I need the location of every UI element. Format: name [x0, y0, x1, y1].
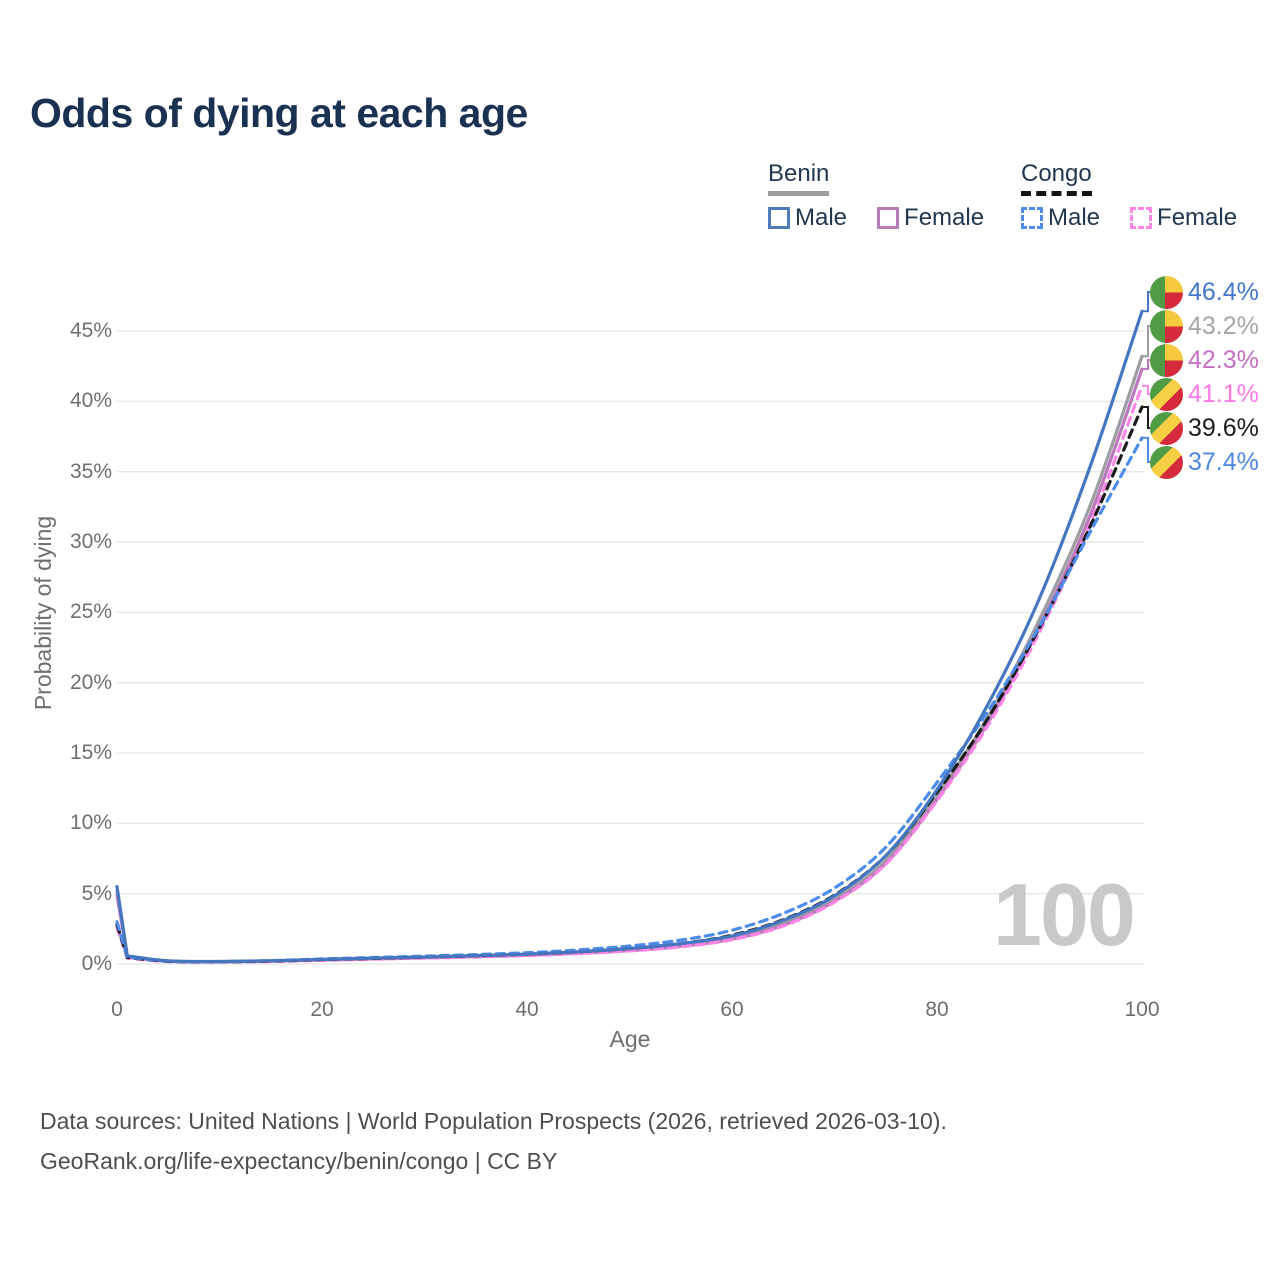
benin-male-swatch-icon: [768, 207, 790, 229]
legend-label: Female: [1157, 204, 1238, 231]
y-tick: 35%: [69, 459, 112, 483]
x-tick: 20: [310, 998, 334, 1021]
attribution-link: GeoRank.org/life-expectancy/benin/congo …: [40, 1148, 558, 1174]
legend-group-benin: Benin Male Female: [768, 160, 984, 232]
series-line-congo: [115, 405, 1144, 964]
congo-female-swatch-icon: [1130, 207, 1153, 229]
end-value: 39.6%: [1188, 413, 1259, 442]
y-tick: 15%: [69, 741, 112, 764]
benin-flag-icon: [1150, 343, 1183, 377]
legend-title-benin: Benin: [768, 160, 830, 196]
legend-label: Male: [1048, 204, 1101, 231]
page-title: Odds of dying at each age: [30, 90, 528, 136]
end-label-benin: 43.2%: [1150, 309, 1259, 343]
end-value: 42.3%: [1188, 345, 1259, 374]
x-tick: 60: [720, 998, 744, 1021]
series-line-benin-male: [115, 309, 1144, 964]
legend-item-benin-male[interactable]: Male: [768, 204, 847, 232]
x-tick: 40: [515, 998, 539, 1021]
y-tick: 5%: [81, 881, 112, 905]
legend-group-congo: Congo Male Female: [1021, 160, 1237, 232]
legend-label: Male: [795, 204, 848, 231]
benin-flag-icon: [1150, 275, 1183, 309]
benin-female-swatch-icon: [877, 207, 900, 229]
y-tick: 10%: [69, 811, 112, 835]
congo-flag-icon: [1150, 445, 1183, 479]
y-axis-title: Probability of dying: [30, 515, 56, 711]
x-axis-title: Age: [609, 1026, 651, 1052]
x-tick: 80: [925, 998, 949, 1021]
y-tick: 40%: [69, 389, 112, 413]
end-label-benin-male: 46.4%: [1150, 275, 1259, 309]
data-sources-text: Data sources: United Nations | World Pop…: [40, 1108, 947, 1134]
y-tick: 0%: [81, 952, 112, 975]
end-label-congo-male: 37.4%: [1150, 445, 1259, 479]
y-tick: 20%: [69, 670, 112, 694]
age-watermark: 100: [993, 865, 1136, 964]
congo-flag-icon: [1150, 377, 1183, 411]
y-tick: 25%: [69, 600, 112, 624]
y-tick: 45%: [69, 319, 112, 343]
legend-item-congo-female[interactable]: Female: [1130, 204, 1237, 232]
series-line-benin: [115, 354, 1144, 964]
legend-title-congo: Congo: [1021, 160, 1092, 196]
end-value: 46.4%: [1188, 277, 1259, 306]
end-label-congo-female: 41.1%: [1150, 377, 1259, 411]
benin-flag-icon: [1150, 309, 1183, 343]
legend-item-congo-male[interactable]: Male: [1021, 204, 1100, 232]
end-value: 41.1%: [1188, 379, 1259, 408]
end-value: 37.4%: [1188, 447, 1259, 476]
congo-male-swatch-icon: [1021, 207, 1043, 229]
legend-label: Female: [904, 204, 985, 231]
legend-item-benin-female[interactable]: Female: [877, 204, 984, 232]
series-line-benin-female: [115, 367, 1144, 964]
x-tick: 0: [111, 998, 123, 1021]
congo-flag-icon: [1150, 411, 1183, 445]
x-tick: 100: [1124, 998, 1160, 1021]
end-label-congo: 39.6%: [1150, 411, 1259, 445]
end-label-benin-female: 42.3%: [1150, 343, 1259, 377]
series-line-congo-male: [115, 436, 1144, 964]
y-tick: 30%: [69, 530, 112, 554]
end-value: 43.2%: [1188, 311, 1259, 340]
